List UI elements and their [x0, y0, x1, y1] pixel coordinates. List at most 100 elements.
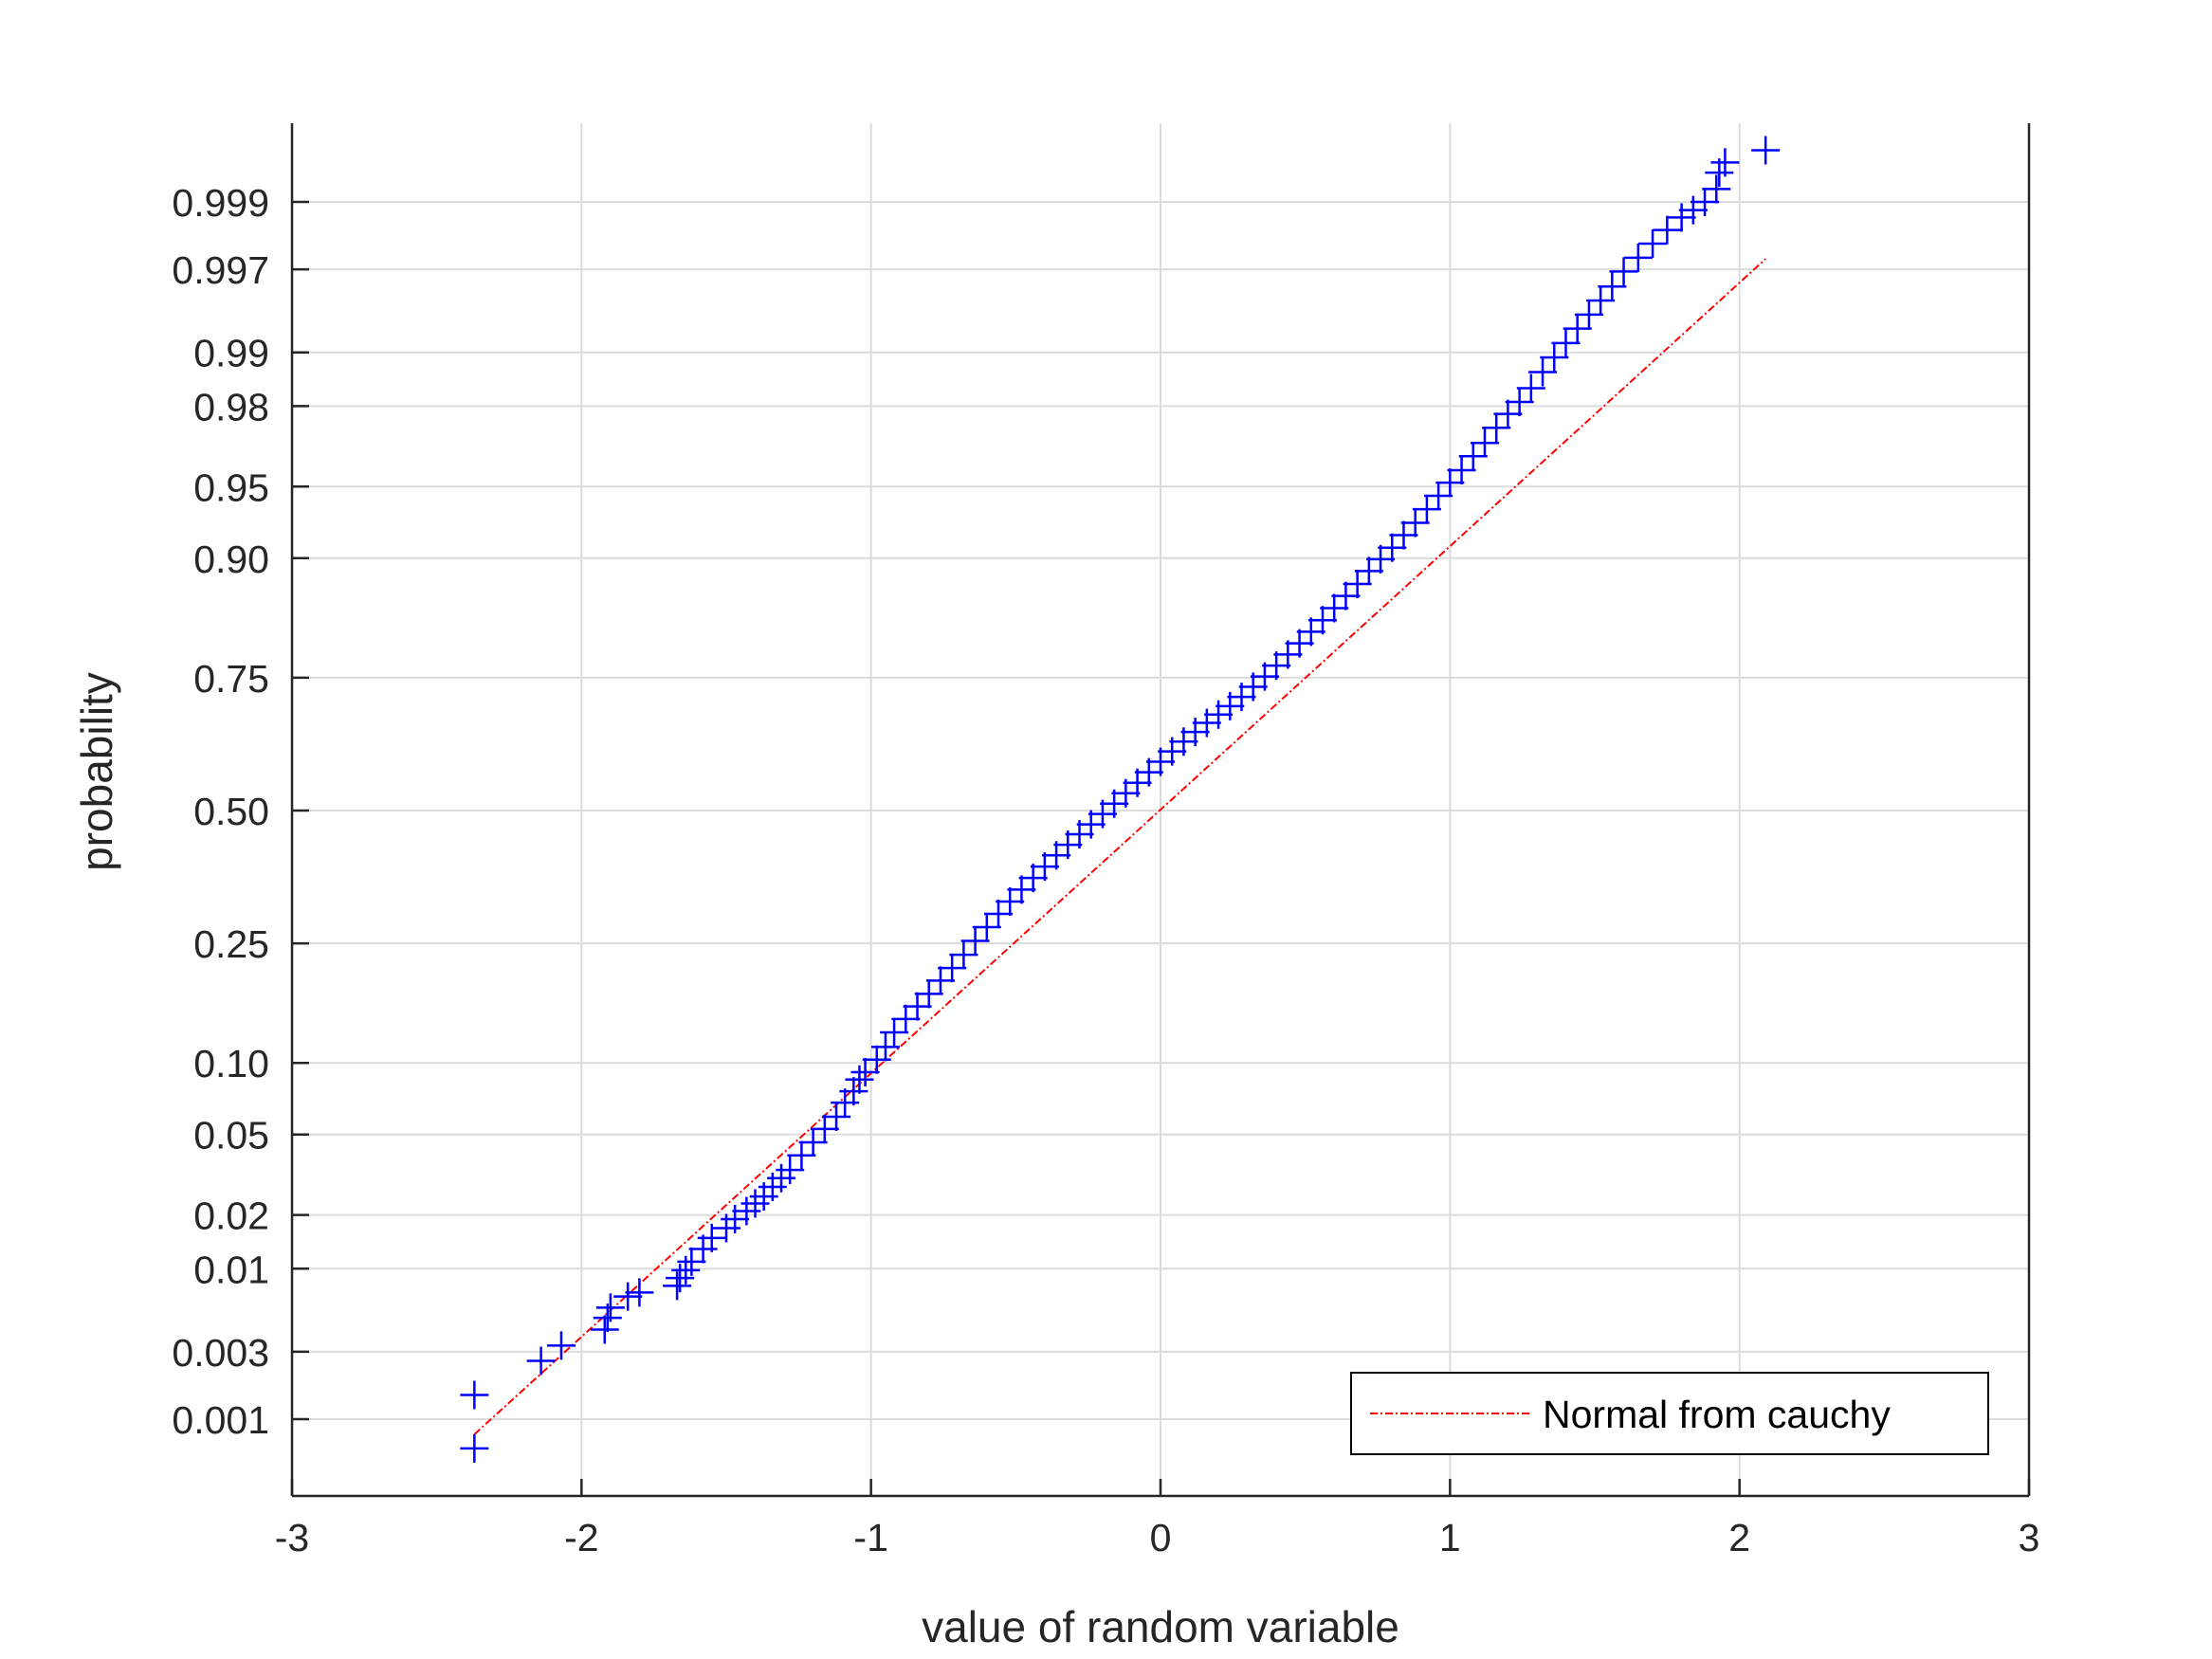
data-point: [666, 1264, 695, 1293]
data-point: [1691, 188, 1720, 216]
data-point: [1482, 413, 1511, 443]
data-point: [1678, 195, 1708, 225]
data-point: [1458, 442, 1488, 471]
legend: Normal from cauchy: [1350, 1372, 1989, 1455]
data-point: [546, 1331, 576, 1360]
data-point: [697, 1223, 726, 1252]
x-tick-label: 0: [1150, 1516, 1172, 1559]
marker-series: [460, 136, 1781, 1463]
data-point: [613, 1282, 643, 1311]
data-point: [984, 899, 1014, 928]
data-point: [1623, 243, 1653, 272]
data-point: [595, 1293, 625, 1322]
data-point: [526, 1346, 556, 1376]
y-tick-label: 0.98: [193, 385, 269, 428]
data-point: [1586, 285, 1616, 315]
data-point: [903, 992, 932, 1021]
data-point: [1528, 357, 1558, 387]
data-point: [1424, 481, 1453, 510]
data-point: [1447, 456, 1476, 485]
data-point: [625, 1278, 654, 1307]
data-point: [1702, 174, 1731, 204]
y-tick-label: 0.95: [193, 465, 269, 509]
data-point: [996, 887, 1025, 917]
y-tick-label: 0.05: [193, 1114, 269, 1158]
data-point: [1273, 640, 1303, 669]
data-point: [1667, 203, 1696, 232]
data-point: [798, 1128, 828, 1158]
y-tick-label: 0.01: [193, 1248, 269, 1291]
data-point: [1400, 508, 1430, 538]
data-point: [1470, 428, 1499, 458]
data-point: [1007, 875, 1036, 904]
data-point: [1505, 387, 1534, 416]
y-tick-label: 0.25: [193, 922, 269, 966]
data-point: [862, 1045, 891, 1074]
y-tick-labels: 0.001 0.003 0.01 0.02 0.05 0.10 0.25 0.50 0.75 0.…: [172, 181, 269, 1442]
x-tick-labels: -3 -2 -1 0 1 2 3: [275, 1516, 2040, 1559]
data-point: [1250, 662, 1279, 691]
data-point: [732, 1196, 761, 1226]
data-point: [1366, 544, 1396, 574]
x-tick-label: -1: [853, 1516, 887, 1559]
data-point: [1710, 148, 1740, 177]
y-tick-label: 0.003: [172, 1331, 269, 1375]
data-point: [1018, 864, 1048, 893]
data-point: [671, 1255, 701, 1285]
data-point: [1516, 374, 1545, 403]
data-point: [1354, 556, 1383, 586]
data-point: [1653, 215, 1682, 245]
data-point: [850, 1058, 880, 1087]
data-point: [1343, 570, 1372, 599]
x-tick-label: -2: [564, 1516, 598, 1559]
y-tick-label: 0.999: [172, 181, 269, 225]
data-point: [880, 1018, 909, 1048]
data-point: [460, 1433, 489, 1463]
data-point: [787, 1140, 816, 1170]
data-point: [845, 1065, 874, 1094]
y-tick-label: 0.50: [193, 790, 269, 833]
data-point: [925, 966, 955, 995]
data-point: [810, 1114, 839, 1143]
data-point: [1412, 495, 1441, 524]
data-point: [949, 940, 978, 970]
data-point: [1563, 314, 1592, 343]
data-point: [1307, 606, 1337, 635]
x-tick-label: 1: [1439, 1516, 1461, 1559]
data-point: [1285, 629, 1314, 658]
x-tick-label: 3: [2019, 1516, 2040, 1559]
data-point: [1320, 593, 1349, 623]
data-point: [870, 1032, 900, 1062]
axes: [290, 123, 2031, 1498]
y-tick-label: 0.99: [193, 332, 269, 375]
data-point: [938, 954, 967, 983]
x-axis-label: value of random variable: [922, 1602, 1399, 1651]
data-point: [1296, 617, 1325, 647]
data-point: [776, 1156, 805, 1185]
data-point: [1574, 300, 1603, 329]
data-point: [1638, 229, 1668, 259]
data-point: [822, 1103, 851, 1132]
data-point: [1540, 342, 1569, 372]
legend-entry-label: Normal from cauchy: [1543, 1393, 1891, 1436]
data-point: [1192, 708, 1221, 738]
data-point: [590, 1315, 619, 1344]
x-tick-label: -3: [275, 1516, 309, 1559]
data-point: [1204, 700, 1234, 729]
data-point: [891, 1004, 921, 1033]
data-point: [1435, 468, 1465, 498]
data-point: [914, 979, 943, 1009]
data-point: [1598, 272, 1627, 301]
data-point: [1609, 257, 1638, 286]
y-tick-label: 0.02: [193, 1194, 269, 1238]
data-point: [972, 912, 1001, 941]
data-point: [1493, 399, 1523, 428]
x-tick-label: 2: [1728, 1516, 1750, 1559]
data-point: [1378, 533, 1407, 562]
data-point: [1389, 520, 1418, 550]
fit-line-series: [473, 258, 1766, 1435]
data-point: [1331, 581, 1361, 611]
data-point: [721, 1205, 750, 1234]
data-point: [1551, 328, 1581, 357]
